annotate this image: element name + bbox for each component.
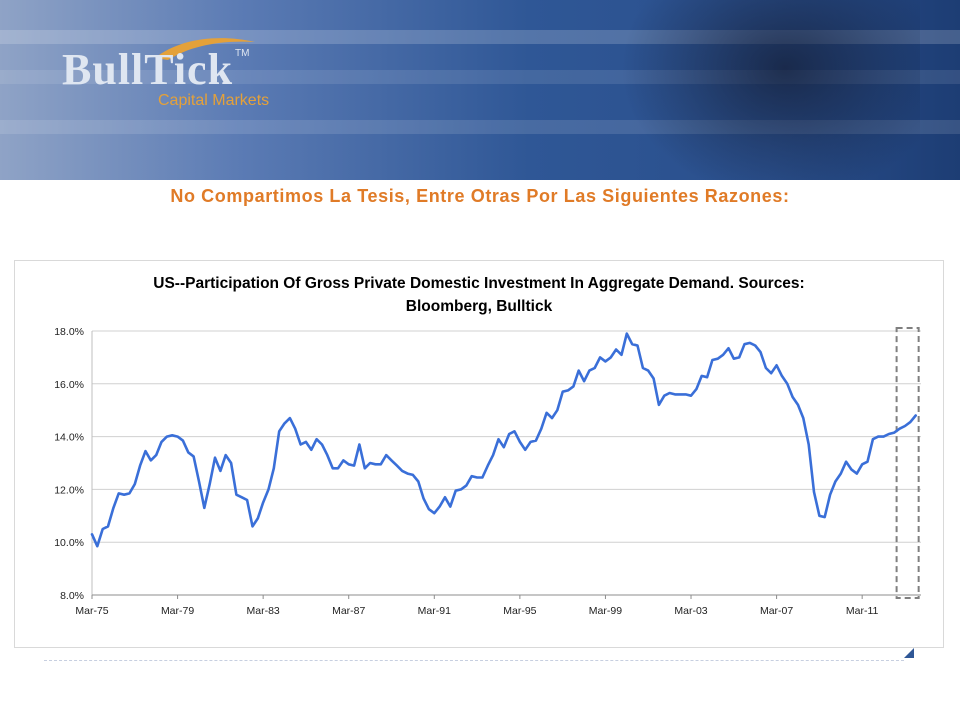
x-tick-label: Mar-75 [75, 605, 108, 617]
header-banner: BullTick TM Capital Markets [0, 0, 960, 180]
logo-brand: BullTick [62, 45, 234, 94]
highlight-box [895, 327, 920, 599]
chart-title-line: Bloomberg, Bulltick [406, 298, 553, 315]
logo-trademark: TM [235, 48, 250, 59]
corner-triangle-icon [904, 648, 914, 658]
y-tick-label: 16.0% [54, 379, 84, 391]
footer-divider [44, 660, 904, 661]
x-tick-label: Mar-95 [503, 605, 536, 617]
y-tick-label: 8.0% [60, 590, 84, 602]
series-line [90, 332, 918, 548]
investment-line-chart: US--Participation Of Gross Private Domes… [54, 275, 921, 617]
y-tick-label: 14.0% [54, 432, 84, 444]
logo-subtitle: Capital Markets [158, 92, 270, 109]
x-tick-label: Mar-03 [674, 605, 707, 617]
x-tick-label: Mar-83 [247, 605, 280, 617]
chart-title-line: US--Participation Of Gross Private Domes… [153, 275, 804, 292]
x-tick-label: Mar-91 [418, 605, 451, 617]
y-tick-label: 12.0% [54, 484, 84, 496]
y-tick-label: 18.0% [54, 326, 84, 338]
x-tick-label: Mar-99 [589, 605, 622, 617]
x-tick-label: Mar-79 [161, 605, 194, 617]
chart-container: US--Participation Of Gross Private Domes… [14, 260, 944, 648]
bulltick-logo: BullTick TM Capital Markets [62, 48, 269, 110]
logo-swoosh-icon [155, 38, 255, 60]
x-tick-label: Mar-11 [846, 605, 879, 617]
x-tick-label: Mar-87 [332, 605, 365, 617]
businessman-photo [620, 0, 920, 180]
slide-title: No Compartimos La Tesis, Entre Otras Por… [170, 186, 790, 206]
x-tick-label: Mar-07 [760, 605, 793, 617]
y-tick-label: 10.0% [54, 537, 84, 549]
